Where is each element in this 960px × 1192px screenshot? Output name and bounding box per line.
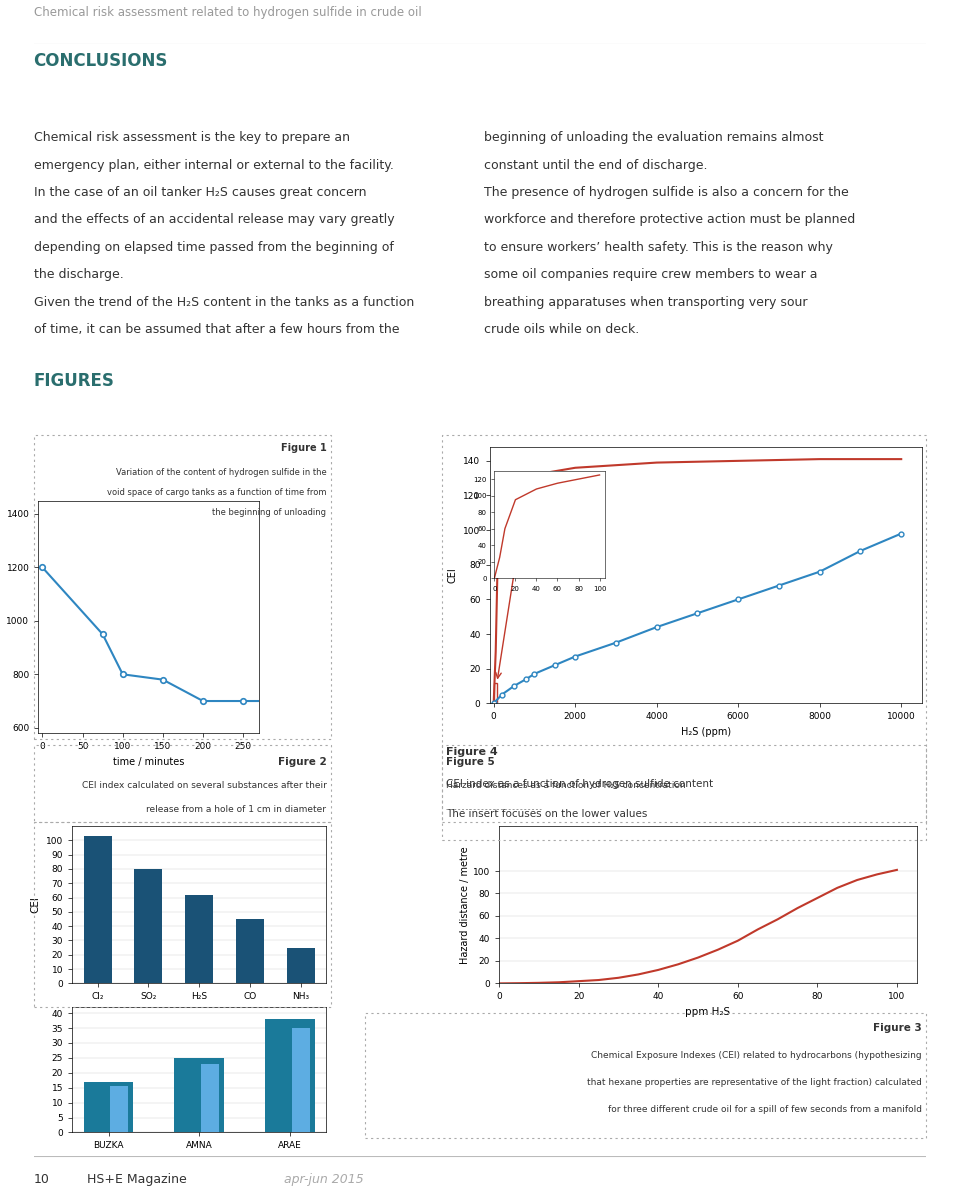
X-axis label: ppm H₂S: ppm H₂S <box>685 1007 731 1017</box>
Text: Given the trend of the H₂S content in the tanks as a function: Given the trend of the H₂S content in th… <box>34 296 414 309</box>
Text: of time, it can be assumed that after a few hours from the: of time, it can be assumed that after a … <box>34 323 399 336</box>
Text: release from a hole of 1 cm in diameter: release from a hole of 1 cm in diameter <box>146 805 326 814</box>
Text: the discharge.: the discharge. <box>34 268 123 281</box>
Text: FIGURES: FIGURES <box>34 372 114 391</box>
Text: workforce and therefore protective action must be planned: workforce and therefore protective actio… <box>485 213 855 226</box>
Bar <box>236 919 264 983</box>
Y-axis label: CEI: CEI <box>447 567 458 583</box>
Text: The insert focuses on the lower values: The insert focuses on the lower values <box>446 809 648 819</box>
X-axis label: H₂S (ppm): H₂S (ppm) <box>681 727 731 737</box>
Bar <box>493 683 497 703</box>
Text: Variation of the content of hydrogen sulfide in the: Variation of the content of hydrogen sul… <box>115 468 326 478</box>
Y-axis label: CEI: CEI <box>30 896 40 913</box>
Text: HS+E Magazine: HS+E Magazine <box>87 1173 187 1186</box>
Text: that hexane properties are representative of the light fraction) calculated: that hexane properties are representativ… <box>587 1078 922 1087</box>
Text: Figure 2: Figure 2 <box>277 757 326 766</box>
Text: for three different crude oil for a spill of few seconds from a manifold: for three different crude oil for a spil… <box>608 1105 922 1115</box>
Text: Chemical risk assessment is the key to prepare an: Chemical risk assessment is the key to p… <box>34 131 349 144</box>
Text: Chemical risk assessment related to hydrogen sulfide in crude oil: Chemical risk assessment related to hydr… <box>34 6 421 19</box>
Text: constant until the end of discharge.: constant until the end of discharge. <box>485 159 708 172</box>
Text: Figure 5: Figure 5 <box>446 757 495 766</box>
Text: Chemical Exposure Indexes (CEI) related to hydrocarbons (hypothesizing: Chemical Exposure Indexes (CEI) related … <box>591 1051 922 1060</box>
Bar <box>201 1064 219 1132</box>
Text: In the case of an oil tanker H₂S causes great concern: In the case of an oil tanker H₂S causes … <box>34 186 366 199</box>
Text: The presence of hydrogen sulfide is also a concern for the: The presence of hydrogen sulfide is also… <box>485 186 850 199</box>
Text: apr-jun 2015: apr-jun 2015 <box>283 1173 363 1186</box>
Text: some oil companies require crew members to wear a: some oil companies require crew members … <box>485 268 818 281</box>
Text: and the effects of an accidental release may vary greatly: and the effects of an accidental release… <box>34 213 395 226</box>
Text: Harzard distances as a function of H₂S concentration: Harzard distances as a function of H₂S c… <box>446 781 686 790</box>
Text: 10: 10 <box>34 1173 50 1186</box>
Text: CEI index as a function of hydrogen sulfide content: CEI index as a function of hydrogen sulf… <box>446 780 713 789</box>
Text: Figure 1: Figure 1 <box>280 443 326 453</box>
Text: void space of cargo tanks as a function of time from: void space of cargo tanks as a function … <box>107 489 326 497</box>
Bar <box>265 1019 315 1132</box>
Bar <box>84 1082 133 1132</box>
Text: Figure 3: Figure 3 <box>873 1023 922 1032</box>
Text: CONCLUSIONS: CONCLUSIONS <box>34 52 168 70</box>
Bar <box>292 1029 310 1132</box>
Text: Figure 4: Figure 4 <box>446 746 498 757</box>
Y-axis label: Hazard distance / metre: Hazard distance / metre <box>460 846 470 963</box>
Text: CEI index calculated on several substances after their: CEI index calculated on several substanc… <box>82 781 326 790</box>
Text: emergency plan, either internal or external to the facility.: emergency plan, either internal or exter… <box>34 159 394 172</box>
Text: the beginning of unloading: the beginning of unloading <box>212 508 326 517</box>
Bar <box>84 836 111 983</box>
Bar <box>185 895 213 983</box>
Text: to ensure workers’ health safety. This is the reason why: to ensure workers’ health safety. This i… <box>485 241 833 254</box>
Bar <box>134 869 162 983</box>
Text: breathing apparatuses when transporting very sour: breathing apparatuses when transporting … <box>485 296 808 309</box>
Text: beginning of unloading the evaluation remains almost: beginning of unloading the evaluation re… <box>485 131 824 144</box>
Bar <box>287 948 315 983</box>
Text: depending on elapsed time passed from the beginning of: depending on elapsed time passed from th… <box>34 241 394 254</box>
X-axis label: time / minutes: time / minutes <box>113 757 184 766</box>
Bar <box>110 1086 129 1132</box>
Text: crude oils while on deck.: crude oils while on deck. <box>485 323 639 336</box>
Bar <box>175 1058 224 1132</box>
